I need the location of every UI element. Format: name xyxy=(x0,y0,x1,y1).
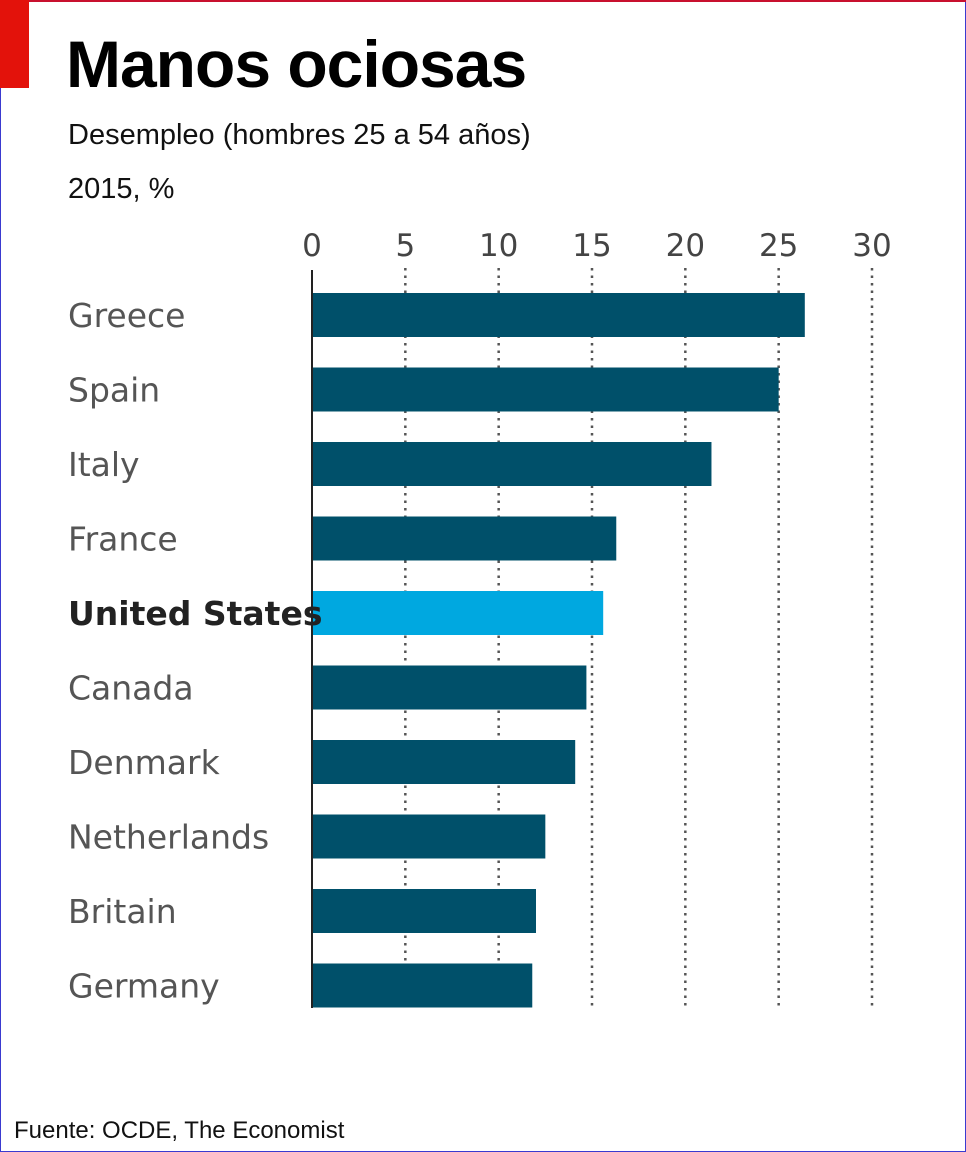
bar-italy xyxy=(312,442,712,486)
x-tick-label: 25 xyxy=(759,228,798,264)
bar-denmark xyxy=(312,740,576,784)
bar-chart: 0 5 10 15 20 25 30 Greece Spain Italy France Unite… xyxy=(68,228,892,1008)
top-rule xyxy=(0,0,966,2)
x-tick-label: 5 xyxy=(395,228,415,264)
bar-france xyxy=(312,516,617,561)
bars xyxy=(312,293,805,1008)
bar-spain xyxy=(312,367,779,412)
category-labels: Greece Spain Italy France United States Canad… xyxy=(68,296,322,1006)
category-label: Denmark xyxy=(68,743,221,782)
category-label: United States xyxy=(68,594,322,633)
x-tick-label: 0 xyxy=(302,228,322,264)
category-label: France xyxy=(68,520,178,559)
category-label: Netherlands xyxy=(68,818,269,857)
category-label: Germany xyxy=(68,967,220,1006)
x-tick-label: 20 xyxy=(666,228,705,264)
bar-canada xyxy=(312,665,587,710)
chart-title: Manos ociosas xyxy=(66,27,527,101)
category-label: Italy xyxy=(68,445,140,484)
gridlines xyxy=(404,268,874,1008)
x-tick-label: 30 xyxy=(852,228,891,264)
x-tick-label: 15 xyxy=(572,228,611,264)
chart-subtitle: Desempleo (hombres 25 a 54 años) xyxy=(68,119,531,151)
category-label: Greece xyxy=(68,296,185,335)
bar-germany xyxy=(312,963,533,1008)
bar-britain xyxy=(312,889,536,933)
bar-united-states xyxy=(312,591,604,635)
x-tick-label: 10 xyxy=(479,228,518,264)
category-label: Canada xyxy=(68,669,194,708)
source-note: Fuente: OCDE, The Economist xyxy=(14,1117,345,1144)
bar-netherlands xyxy=(312,814,546,859)
category-label: Spain xyxy=(68,371,160,410)
x-axis-ticks: 0 5 10 15 20 25 30 xyxy=(302,228,892,264)
bar-greece xyxy=(312,293,805,337)
chart-unit-label: 2015, % xyxy=(68,173,175,205)
brand-accent-tag xyxy=(0,0,29,88)
category-label: Britain xyxy=(68,892,177,931)
